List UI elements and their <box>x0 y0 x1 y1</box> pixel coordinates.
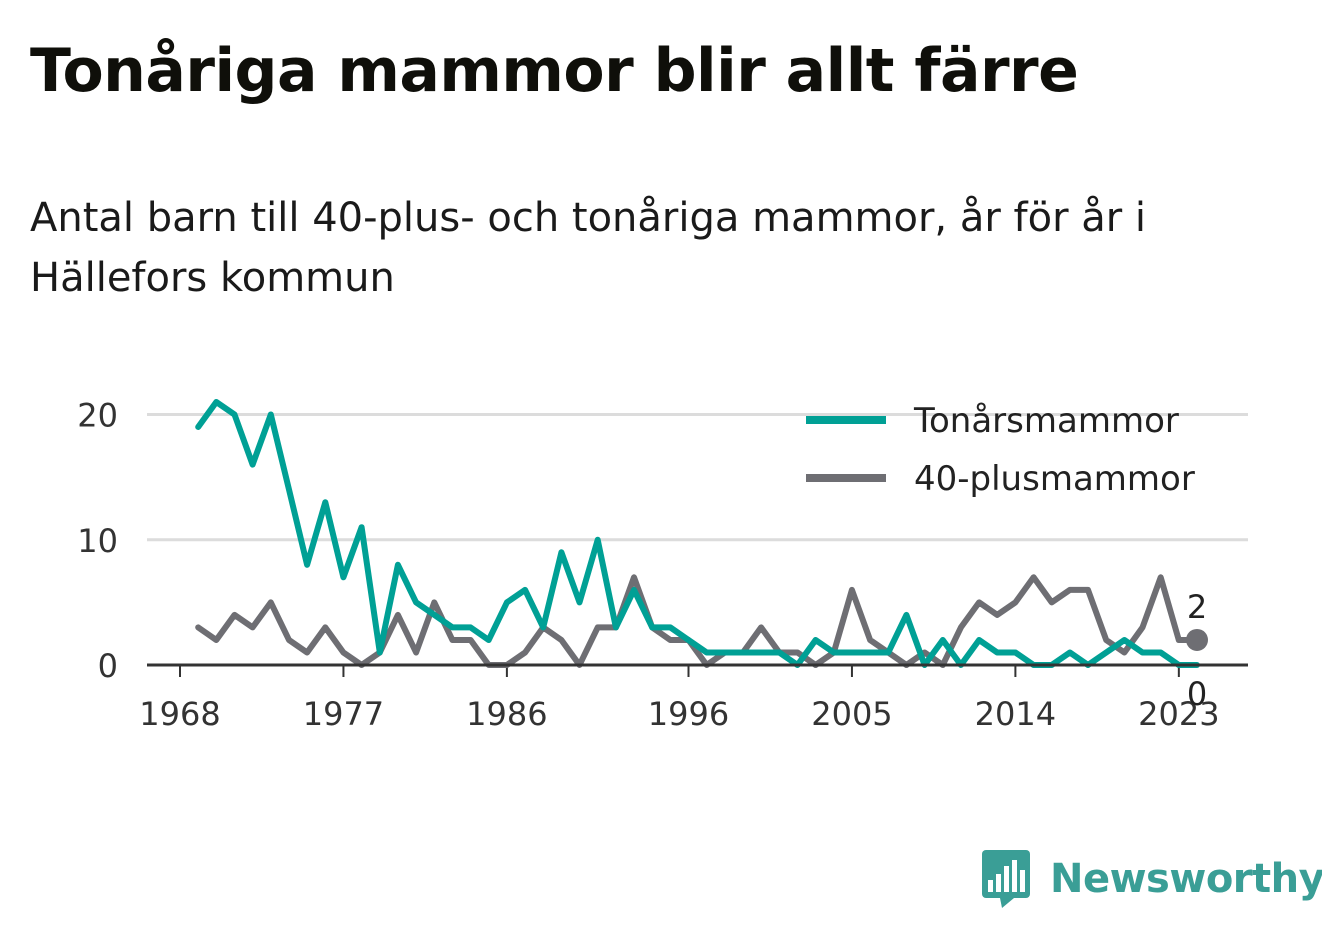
legend-label-2: 40-plusmammor <box>914 459 1195 499</box>
end-label-forty-plus: 2 <box>1187 588 1207 626</box>
x-tick-label-1977: 1977 <box>303 695 384 733</box>
bar-chart-bubble-icon <box>982 850 1030 908</box>
series-line-40-plusmammor <box>195 574 1200 668</box>
chart-subtitle: Antal barn till 40-plus- och tonåriga ma… <box>30 195 1147 301</box>
legend-swatch-2 <box>806 474 886 482</box>
y-tick-label-0: 0 <box>98 647 118 685</box>
x-tick-label-1996: 1996 <box>648 695 729 733</box>
brand-name: Newsworthy <box>1050 856 1322 902</box>
x-tick-label-2023: 2023 <box>1138 695 1219 733</box>
series-line-ton-rsmammor <box>195 399 1200 668</box>
y-tick-label-20: 20 <box>77 397 118 435</box>
legend-label-1: Tonårsmammor <box>913 401 1179 441</box>
legend-swatch-1 <box>806 416 886 424</box>
x-tick-label-1968: 1968 <box>139 695 220 733</box>
chart-title: Tonåriga mammor blir allt färre <box>30 36 1079 106</box>
x-tick-label-2014: 2014 <box>975 695 1056 733</box>
x-tick-label-2005: 2005 <box>811 695 892 733</box>
x-tick-label-1986: 1986 <box>466 695 547 733</box>
end-label-teen: 0 <box>1187 675 1207 713</box>
newsworthy-logo: Newsworthy <box>980 848 1322 910</box>
y-tick-label-10: 10 <box>77 522 118 560</box>
end-point-marker <box>1186 628 1208 651</box>
